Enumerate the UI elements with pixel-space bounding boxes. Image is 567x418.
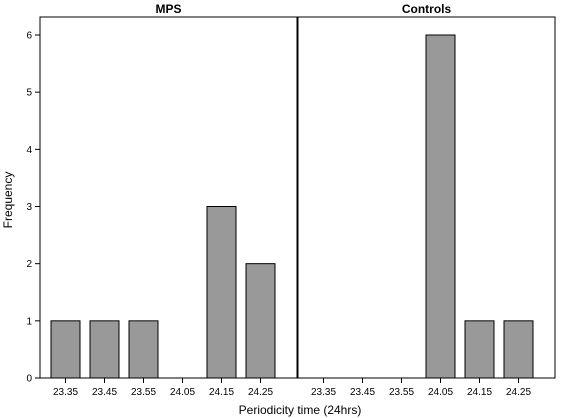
x-tick-label: 24.25 — [248, 387, 273, 398]
x-tick-label: 23.55 — [131, 387, 156, 398]
x-tick-label: 24.15 — [209, 387, 234, 398]
bar — [89, 320, 120, 379]
y-tick-label: 6 — [26, 31, 32, 42]
x-tick-label: 23.45 — [350, 387, 375, 398]
bar — [128, 320, 159, 379]
y-tick-label: 3 — [26, 202, 32, 213]
panel-title: MPS — [155, 2, 181, 16]
x-tick-label: 23.35 — [53, 387, 78, 398]
y-tick-label: 0 — [26, 374, 32, 385]
bar — [206, 206, 237, 379]
bar — [425, 34, 456, 379]
panel-frame — [39, 16, 298, 379]
x-tick-label: 23.55 — [389, 387, 414, 398]
y-tick-label: 5 — [26, 88, 32, 99]
x-tick-label: 24.05 — [170, 387, 195, 398]
panel-title: Controls — [402, 2, 452, 16]
x-axis-title: Periodicity time (24hrs) — [239, 403, 362, 417]
chart-panels: 0 1 2 3 4 5 6 MPS 23.35 23.45 23.55 24.05 24.15 24.25… — [26, 2, 556, 398]
y-tick-label: 1 — [26, 316, 32, 327]
bar — [503, 320, 534, 379]
x-tick-label: 24.15 — [467, 387, 492, 398]
bar — [50, 320, 81, 379]
bar — [464, 320, 495, 379]
y-axis-title: Frequency — [1, 172, 15, 229]
bar — [245, 263, 276, 379]
x-tick-label: 23.45 — [92, 387, 117, 398]
x-tick-label: 24.05 — [428, 387, 453, 398]
y-tick-label: 4 — [26, 145, 32, 156]
x-tick-label: 24.25 — [506, 387, 531, 398]
y-tick-label: 2 — [26, 259, 32, 270]
x-tick-label: 23.35 — [311, 387, 336, 398]
